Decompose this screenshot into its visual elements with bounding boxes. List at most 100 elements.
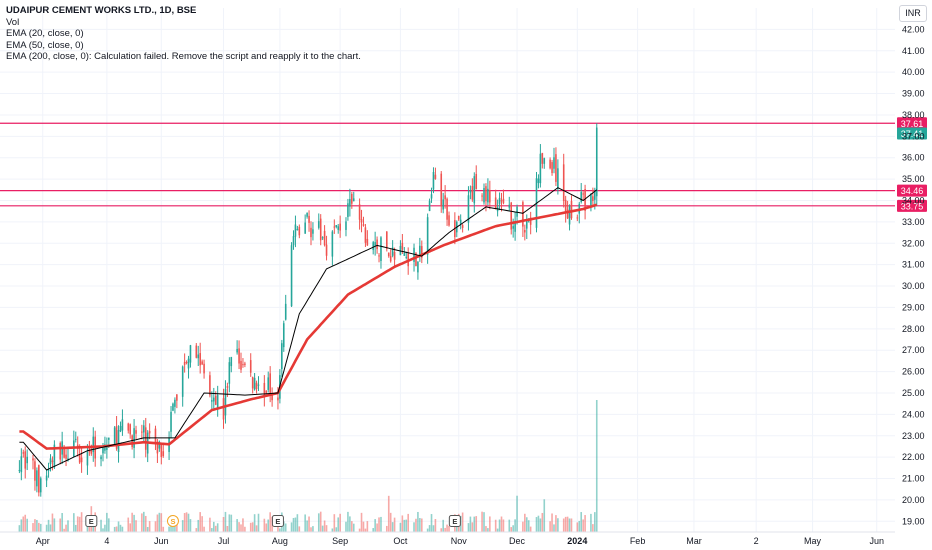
candle-body bbox=[236, 348, 238, 353]
volume-bar bbox=[432, 525, 435, 532]
volume-bar bbox=[108, 518, 110, 532]
candle-body bbox=[310, 227, 312, 238]
candle-body bbox=[362, 224, 365, 226]
candle-body bbox=[372, 242, 374, 251]
volume-bar bbox=[415, 518, 417, 532]
time-axis[interactable]: Apr 4 Jun Jul Aug Sep Oct Nov Dec 2024 Feb Mar 2 May J… bbox=[0, 531, 895, 546]
candle-body bbox=[228, 362, 231, 384]
volume-bar bbox=[535, 517, 538, 532]
volume-bar bbox=[333, 514, 336, 532]
candle-body bbox=[244, 363, 246, 365]
candle-body bbox=[553, 157, 555, 169]
candle-body bbox=[387, 252, 390, 257]
candle-body bbox=[321, 237, 324, 239]
volume-bar bbox=[304, 514, 306, 532]
volume-bar bbox=[529, 526, 532, 532]
volume-bar bbox=[516, 495, 518, 532]
volume-bar bbox=[158, 512, 161, 532]
candle-body bbox=[18, 469, 21, 471]
volume-bar bbox=[141, 513, 143, 532]
volume-bar bbox=[446, 524, 448, 532]
volume-bar bbox=[212, 521, 215, 532]
candle-body bbox=[230, 357, 233, 367]
candle-body bbox=[426, 217, 429, 255]
candle-body bbox=[282, 323, 285, 348]
volume-bar bbox=[251, 522, 254, 532]
level-label: 33.75 bbox=[901, 201, 924, 211]
candle-body bbox=[337, 226, 340, 230]
candle-body bbox=[100, 456, 102, 460]
candle-body bbox=[214, 395, 217, 405]
candle-body bbox=[378, 255, 380, 257]
volume-bar bbox=[244, 526, 246, 532]
candle-body bbox=[483, 187, 485, 203]
y-tick-label: 35.00 bbox=[902, 174, 925, 184]
volume-bar bbox=[201, 516, 203, 532]
candle-body bbox=[144, 427, 147, 450]
volume-bar bbox=[562, 518, 565, 532]
ema-50-line bbox=[19, 203, 598, 450]
candle-body bbox=[541, 152, 544, 164]
volume-bar bbox=[32, 523, 34, 532]
candle-body bbox=[335, 225, 338, 228]
volume-bar bbox=[331, 528, 334, 532]
volume-bar bbox=[417, 511, 419, 532]
candle-body bbox=[211, 400, 213, 402]
candle-body bbox=[249, 360, 252, 373]
candle-body bbox=[253, 377, 256, 390]
currency-button[interactable]: INR bbox=[899, 5, 927, 22]
candle-body bbox=[421, 246, 423, 258]
candle-body bbox=[349, 199, 351, 207]
volume-bar bbox=[455, 522, 458, 532]
grid-lines bbox=[0, 8, 895, 532]
volume-bar bbox=[444, 527, 446, 532]
candle-body bbox=[158, 441, 161, 449]
volume-bar bbox=[549, 521, 551, 532]
candle-body bbox=[242, 364, 244, 366]
y-tick-label: 23.00 bbox=[902, 431, 925, 441]
symbol-title: UDAIPUR CEMENT WORKS LTD., 1D, BSE bbox=[6, 5, 197, 16]
candle-body bbox=[38, 465, 40, 493]
volume-bar bbox=[317, 513, 320, 532]
volume-bar bbox=[269, 512, 271, 532]
volume-bar bbox=[421, 518, 423, 532]
candle-body bbox=[113, 427, 116, 444]
volume-bar bbox=[403, 519, 406, 532]
candle-body bbox=[119, 425, 122, 432]
volume-bar bbox=[113, 526, 116, 532]
level-label-bg bbox=[897, 184, 927, 197]
candle-body bbox=[401, 242, 404, 250]
volume-bar bbox=[391, 522, 394, 532]
volume-bar bbox=[131, 512, 133, 532]
candle-body bbox=[440, 173, 443, 207]
candle-body bbox=[226, 386, 229, 388]
volume-bar bbox=[197, 519, 200, 532]
x-tick-label: Dec bbox=[509, 536, 526, 546]
candle-body bbox=[296, 228, 299, 231]
candle-body bbox=[446, 198, 448, 220]
level-label: 37.61 bbox=[901, 119, 924, 129]
volume-bar bbox=[156, 514, 159, 532]
candle-body bbox=[566, 209, 569, 219]
volume-bar bbox=[106, 512, 108, 532]
candle-body bbox=[358, 204, 361, 220]
candle-body bbox=[549, 159, 551, 169]
candle-body bbox=[121, 419, 124, 431]
volume-bar bbox=[267, 519, 270, 532]
volume-bar bbox=[102, 528, 104, 532]
x-tick-label: Mar bbox=[686, 536, 702, 546]
price-axis[interactable]: 42.00 41.00 40.00 39.00 38.00 37.00 36.00 35.00… bbox=[902, 24, 925, 526]
volume-bar bbox=[67, 520, 69, 532]
volume-bar bbox=[352, 523, 355, 532]
volume-bar bbox=[53, 518, 56, 532]
volume-bar bbox=[255, 525, 258, 532]
volume-bar bbox=[522, 521, 524, 532]
x-tick-label: Apr bbox=[36, 536, 50, 546]
y-tick-label: 37.00 bbox=[902, 131, 925, 141]
last-price-bg bbox=[897, 127, 927, 140]
horizontal-levels[interactable]: 37.61 34.46 33.75 37.41 bbox=[0, 117, 927, 212]
candle-body bbox=[524, 229, 526, 233]
volume-bar bbox=[349, 516, 351, 532]
